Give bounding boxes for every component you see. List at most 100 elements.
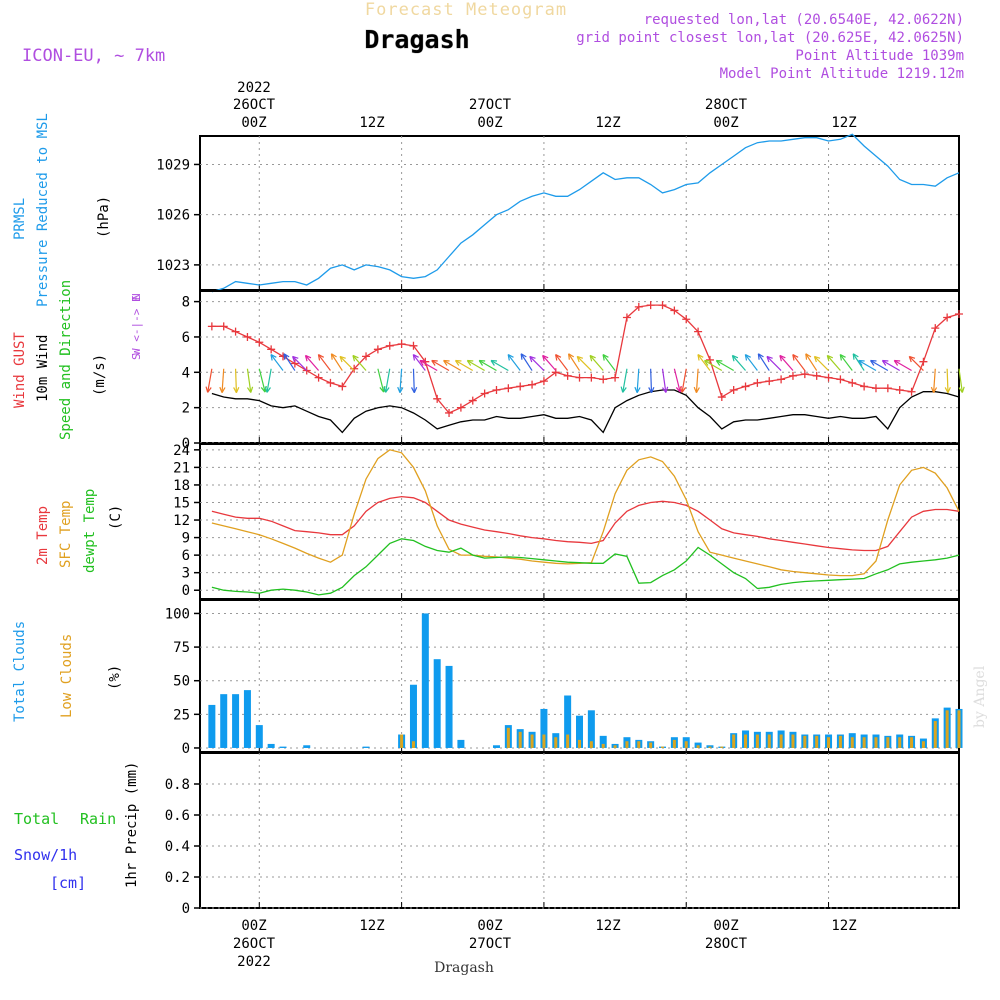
total-clouds-bar <box>362 746 370 748</box>
low-clouds-bar <box>684 741 688 748</box>
gust-point <box>812 371 821 380</box>
panel-2-frame <box>199 290 960 444</box>
y-tick-label: 0 <box>182 741 190 757</box>
wind-arrow <box>792 354 806 371</box>
gust-point <box>409 341 418 350</box>
gust-point <box>599 375 608 384</box>
gust-point <box>860 382 869 391</box>
total-clouds-bar <box>599 735 607 748</box>
wind-arrow <box>826 355 841 371</box>
pressure-msl-label: Pressure Reduced to MSL <box>35 113 51 307</box>
wind-arrow-head <box>397 386 404 394</box>
low-clouds-bar <box>566 734 570 748</box>
total-clouds-bar <box>303 745 311 748</box>
gust-point <box>516 382 525 391</box>
wind-arrow <box>757 353 770 371</box>
low-clouds-bar <box>649 742 653 748</box>
y-tick-label: 1026 <box>156 208 190 224</box>
top-hour-3: 00Z <box>477 115 502 131</box>
y-tick-label: 0.4 <box>165 839 190 855</box>
wind-arrow-head <box>679 386 687 393</box>
wind-arrow-head <box>662 386 669 393</box>
gust-point <box>622 313 631 322</box>
prmsl-label: PRMSL <box>12 198 28 240</box>
total-clouds-bar <box>564 695 572 748</box>
wind-arrow <box>650 368 653 393</box>
wind-arrow <box>589 355 604 371</box>
wind-arrow-head <box>839 354 846 361</box>
low-clouds-bar <box>945 710 949 748</box>
wind-arrow <box>744 354 758 371</box>
suptitle: Forecast Meteogram <box>365 0 567 20</box>
wind-gust-line <box>211 304 960 414</box>
y-tick-label: 50 <box>173 674 190 690</box>
top-year: 2022 <box>237 80 271 96</box>
wind-arrow-head <box>270 354 277 361</box>
low-clouds-bar <box>530 734 534 748</box>
wind-arrow-head <box>852 353 859 360</box>
wind-arrow-head <box>693 386 700 394</box>
panel-1-frame <box>199 135 960 291</box>
y-tick-label: 100 <box>165 606 190 622</box>
bottom-hour-2: 12Z <box>359 918 384 934</box>
wind-arrow <box>317 354 331 371</box>
wind-arrow-head <box>555 354 562 361</box>
y-tick-label: 3 <box>182 566 190 582</box>
dewpt-temp-label: dewpt Temp <box>82 489 98 573</box>
wind-arrow-head <box>944 387 951 394</box>
y-tick-label: 4 <box>182 365 190 381</box>
y-tick-label: 25 <box>173 707 190 723</box>
wind-arrow <box>529 355 545 371</box>
10m-wind-line <box>211 389 960 434</box>
low-clouds-bar <box>661 746 665 748</box>
low-clouds-bar <box>803 735 807 748</box>
wind-arrow <box>555 354 569 371</box>
wind-arrow-head <box>576 355 584 363</box>
low-clouds-bar <box>400 734 404 748</box>
wind-arrow-head <box>893 359 901 366</box>
wind-arrow-head <box>283 353 290 360</box>
wind-arrow <box>697 354 711 371</box>
wind-arrow-head <box>792 354 799 361</box>
gust-point <box>634 302 643 311</box>
wind-arrow-head <box>264 386 271 393</box>
gust-point <box>670 306 679 315</box>
temp-2m-label: 2m Temp <box>35 506 51 565</box>
gust-point <box>682 315 691 324</box>
wind-arrow <box>602 354 616 371</box>
wind-arrow <box>622 368 628 393</box>
y-tick-label: 0 <box>182 583 190 599</box>
top-hour-1: 00Z <box>241 115 266 131</box>
low-clouds-bar <box>554 737 558 748</box>
total-clouds-bar <box>243 690 251 748</box>
wind-arrow-head <box>620 386 627 393</box>
wind-arrow <box>893 360 912 372</box>
y-tick-label: 0 <box>182 901 190 917</box>
wind-arrow-head <box>412 354 419 361</box>
hpa-unit-label: (hPa) <box>96 196 112 238</box>
wind-arrow-head <box>330 353 337 360</box>
bottom-dates: 26OCT 27OCT 28OCT <box>233 936 748 952</box>
gust-point <box>800 370 809 379</box>
y-tick-label: 12 <box>173 513 190 529</box>
gust-point <box>433 394 442 403</box>
wind-arrow <box>443 360 462 372</box>
y-tick-label: 21 <box>173 460 190 476</box>
y-tick-label: 6 <box>182 330 190 346</box>
bottom-year: 2022 <box>237 954 271 970</box>
wind-arrow-head <box>233 387 240 394</box>
wind-arrow <box>839 354 853 371</box>
wind-arrow-head <box>529 355 536 363</box>
gust-point <box>326 378 335 387</box>
low-clouds-bar <box>720 746 724 748</box>
gust-point <box>362 352 371 361</box>
wind-arrow <box>908 355 924 371</box>
wind-arrow-head <box>805 353 812 360</box>
gust-point <box>848 378 857 387</box>
y-tick-label: 8 <box>182 295 190 311</box>
wind-arrow-head <box>419 359 426 366</box>
speed-direction-label: Speed and Direction <box>58 280 74 440</box>
panel-2: 0 2 4 6 8 <box>182 290 965 452</box>
gust-point <box>658 301 667 310</box>
low-clouds-bar <box>933 721 937 748</box>
